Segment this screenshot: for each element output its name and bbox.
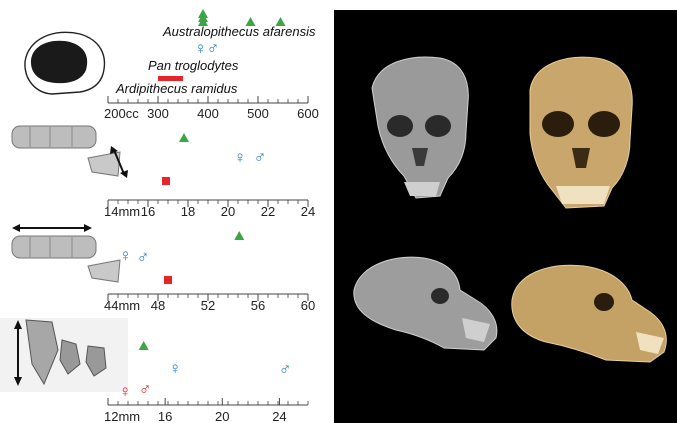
tick-label: 24: [272, 409, 286, 423]
tick-label: 600: [297, 106, 319, 121]
pan-female-symbol: ♀: [169, 359, 182, 378]
axis-1: 200cc 300 400 500 600: [104, 96, 319, 121]
ardipithecus-point: [164, 276, 172, 284]
double-arrow-icon: [12, 224, 92, 232]
double-arrow-icon: [110, 146, 128, 178]
tick-label: 20: [221, 204, 235, 219]
tick-label: 44mm: [104, 298, 140, 313]
chimpanzee-skull-front-image: [529, 56, 633, 209]
chimpanzee-skull-lateral-image: [511, 264, 667, 363]
tick-label: 52: [201, 298, 215, 313]
afarensis-skull-front-image: [371, 56, 469, 199]
australopithecus-point: [138, 341, 149, 350]
double-arrow-icon: [14, 320, 22, 386]
cranium-silhouette-icon: [24, 31, 106, 95]
tick-label: 200cc: [104, 106, 139, 121]
pan-male-symbol: ♂: [137, 248, 150, 267]
pan-label: Pan troglodytes: [148, 58, 239, 73]
afarensis-skull-lateral-image: [353, 256, 498, 351]
tick-label: 400: [197, 106, 219, 121]
tick-label: 12mm: [104, 409, 140, 423]
pan-male-symbol: ♂: [254, 148, 267, 167]
pan-female-symbol: ♀: [234, 148, 247, 167]
axis-2: 14mm 16 18 20 22 24: [104, 199, 315, 219]
tick-label: 22: [261, 204, 275, 219]
tick-label: 24: [301, 204, 315, 219]
tick-label: 300: [147, 106, 169, 121]
marks-2: ♀ ♂: [162, 133, 266, 185]
tick-label: 48: [151, 298, 165, 313]
canine-teeth-icon: [25, 319, 107, 386]
tick-label: 20: [215, 409, 229, 423]
tick-label: 18: [181, 204, 195, 219]
marks-3: ♀ ♂: [119, 231, 245, 284]
tick-label: 14mm: [104, 204, 140, 219]
ardipithecus-female-symbol: ♀: [119, 382, 132, 401]
ardipithecus-label: Ardipithecus ramidus: [115, 81, 238, 96]
pan-female-symbol: ♀: [119, 246, 132, 265]
axis-3: 44mm 48 52 56 60: [104, 293, 315, 313]
marks-4: ♀ ♂ ♀ ♂: [119, 341, 292, 401]
pan-male-symbol: ♂: [207, 39, 220, 58]
australopithecus-point: [179, 133, 189, 142]
molar-row-icon: [11, 125, 121, 177]
pan-male-symbol: ♂: [279, 360, 292, 379]
marks-1: ♀ ♂: [158, 9, 286, 81]
australopithecus-point: [245, 17, 256, 26]
tick-label: 16: [141, 204, 155, 219]
tick-label: 60: [301, 298, 315, 313]
pan-female-symbol: ♀: [194, 39, 207, 58]
ardipithecus-range-bar: [158, 76, 183, 81]
axis-4: 12mm 16 20 24: [104, 398, 309, 423]
australopithecus-label: Australopithecus afarensis: [162, 24, 316, 39]
tick-label: 500: [247, 106, 269, 121]
ardipithecus-male-symbol: ♂: [139, 380, 152, 399]
ardipithecus-point: [162, 177, 170, 185]
australopithecus-point: [234, 231, 245, 240]
tick-label: 16: [158, 409, 172, 423]
australopithecus-point: [198, 9, 208, 18]
marks-layer: ♀ ♂♀ ♂♀ ♂♀ ♂♀ ♂: [119, 9, 292, 401]
australopithecus-point: [275, 17, 286, 26]
tick-label: 56: [251, 298, 265, 313]
molar-row-icon: [11, 235, 121, 283]
